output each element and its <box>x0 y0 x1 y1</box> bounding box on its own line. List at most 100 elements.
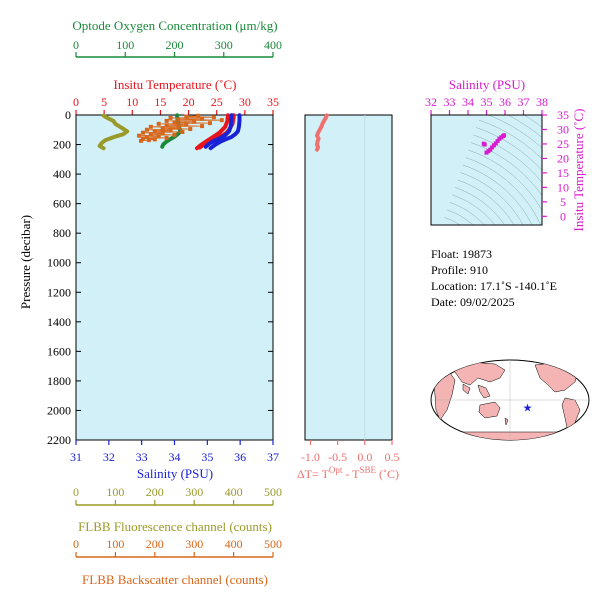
density-contour <box>470 142 542 197</box>
fluorescence-tick-label: 400 <box>225 485 243 499</box>
pressure-tick-label: 0 <box>65 108 71 122</box>
backscatter-tick-label: 0 <box>73 537 79 551</box>
backscatter-point <box>168 115 173 120</box>
location-map: ★ <box>430 359 590 441</box>
ts-temperature-tick-label: 10 <box>557 180 569 194</box>
ts-salinity-tick-label: 37 <box>518 95 530 109</box>
delta-t-tick-label: -0.5 <box>328 450 347 464</box>
float-id: Float: 19873 <box>431 247 492 261</box>
backscatter-tick-label: 500 <box>264 537 282 551</box>
pressure-tick-label: 1000 <box>47 256 71 270</box>
pressure-axis: 0 200 400 600 800 1000 1200 1400 1600 1800 2000 220… <box>47 108 273 447</box>
backscatter-tick-label: 300 <box>185 537 203 551</box>
salinity-tick-label: 32 <box>103 450 115 464</box>
ts-salinity-tick-label: 33 <box>444 95 456 109</box>
location: Location: 17.1˚S -140.1˚E <box>431 279 557 293</box>
ts-salinity-axis: 32 33 34 35 36 37 38 <box>425 95 548 115</box>
backscatter-point <box>144 127 149 132</box>
delta-t-tick-label: -1.0 <box>301 450 320 464</box>
backscatter-point <box>144 135 149 140</box>
ts-temperature-tick-label: 35 <box>557 108 569 122</box>
backscatter-point <box>176 125 181 130</box>
backscatter-tick-label: 200 <box>146 537 164 551</box>
delta-t-line <box>315 113 329 152</box>
pressure-tick-label: 1800 <box>47 374 71 388</box>
fluorescence-tick-label: 100 <box>106 485 124 499</box>
density-contour <box>452 194 496 225</box>
temperature-tick-label: 0 <box>73 95 79 109</box>
density-contour <box>487 115 542 149</box>
ts-salinity-tick-label: 35 <box>481 95 493 109</box>
ts-temperature-tick-label: 15 <box>557 166 569 180</box>
salinity-axis-label: Salinity (PSU) <box>137 466 213 481</box>
backscatter-point <box>160 126 165 131</box>
pressure-axis-label: Pressure (decibar) <box>18 215 33 309</box>
density-contour <box>455 187 505 225</box>
temperature-tick-label: 15 <box>154 95 166 109</box>
backscatter-point <box>200 124 205 129</box>
density-contour <box>468 149 542 211</box>
backscatter-axis-label: FLBB Backscatter channel (counts) <box>82 572 268 587</box>
temperature-tick-label: 30 <box>239 95 251 109</box>
pressure-tick-label: 2200 <box>47 433 71 447</box>
backscatter-point <box>164 135 169 140</box>
salinity-tick-label: 33 <box>136 450 148 464</box>
backscatter-point <box>152 129 157 134</box>
land-australia <box>478 401 501 419</box>
backscatter-point <box>140 130 145 135</box>
ts-point <box>502 133 507 138</box>
temperature-axis: Insitu Temperature (˚C) 0 5 10 15 20 25 30 35 <box>73 77 279 115</box>
profile-number: Profile: 910 <box>431 263 488 277</box>
backscatter-point <box>160 131 165 136</box>
delta-t-axis-label: ΔT= TOpt - TSBE (˚C) <box>297 465 399 481</box>
ts-temperature-axis-label: Insitu Temperature (˚C) <box>571 108 586 231</box>
ts-temperature-tick-label: 0 <box>560 209 566 223</box>
backscatter-point <box>148 132 153 137</box>
backscatter-point <box>211 115 216 120</box>
backscatter-point <box>196 113 201 118</box>
backscatter-point <box>168 128 173 133</box>
backscatter-tick-label: 400 <box>225 537 243 551</box>
fluorescence-tick-label: 200 <box>146 485 164 499</box>
delta-t-series <box>315 113 329 152</box>
density-contour <box>473 134 542 183</box>
density-contour <box>447 209 474 225</box>
salinity-tick-label: 31 <box>70 450 82 464</box>
backscatter-point <box>176 117 181 122</box>
float-info: Float: 19873 Profile: 910 Location: 17.1… <box>431 247 557 309</box>
backscatter-point <box>219 118 224 123</box>
ts-salinity-tick-label: 34 <box>462 95 474 109</box>
ts-point <box>493 141 498 146</box>
profile-series <box>97 113 242 151</box>
oxygen-tick-label: 200 <box>166 38 184 52</box>
ts-point <box>481 141 486 146</box>
delta-t-plot-area <box>304 114 393 441</box>
backscatter-point <box>156 134 161 139</box>
backscatter-point <box>180 129 185 134</box>
salinity-tick-label: 35 <box>201 450 213 464</box>
fluorescence-tick-label: 500 <box>264 485 282 499</box>
backscatter-tick-label: 100 <box>106 537 124 551</box>
backscatter-point <box>148 124 153 129</box>
fluorescence-tick-label: 300 <box>185 485 203 499</box>
ts-series <box>481 133 507 155</box>
oxygen-tick-label: 300 <box>215 38 233 52</box>
main-plot-area <box>75 114 274 441</box>
backscatter-point <box>164 123 169 128</box>
density-contours <box>442 115 542 225</box>
ts-point <box>488 147 493 152</box>
land-nz <box>504 417 509 426</box>
series-salinity <box>203 113 234 149</box>
backscatter-point <box>192 119 197 124</box>
oxygen-axis-label: Optode Oxygen Concentration (μm/kg) <box>72 18 277 33</box>
oxygen-tick-label: 400 <box>264 38 282 52</box>
oxygen-tick-label: 0 <box>73 38 79 52</box>
salinity-axis: Salinity (PSU) 31 32 33 34 35 36 37 <box>70 440 279 481</box>
pressure-tick-label: 1400 <box>47 315 71 329</box>
density-contour <box>462 164 533 225</box>
series-salinity <box>208 113 242 151</box>
pressure-tick-label: 400 <box>53 167 71 181</box>
density-contour <box>465 157 541 225</box>
